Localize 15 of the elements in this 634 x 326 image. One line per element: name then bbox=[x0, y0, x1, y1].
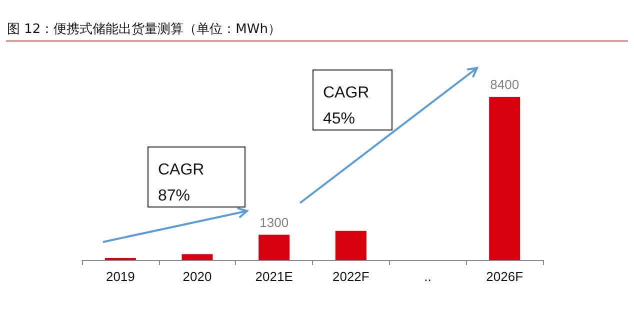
bar bbox=[258, 234, 290, 260]
chart-title: 图 12：便携式储能出货量测算（单位：MWh） bbox=[7, 22, 281, 37]
annotation: CAGR 45% bbox=[323, 84, 370, 128]
data-label: 1300 bbox=[260, 214, 289, 230]
x-tick-label: .. bbox=[424, 269, 432, 284]
x-tick-label: 2019 bbox=[106, 269, 135, 284]
x-tick-label: 2021E bbox=[255, 269, 294, 284]
x-tick-label: 2020 bbox=[182, 269, 212, 284]
bar bbox=[489, 97, 520, 260]
bar bbox=[182, 254, 213, 260]
x-tick-label: 2022F bbox=[332, 269, 370, 284]
x-tick-label: 2026F bbox=[486, 269, 524, 284]
bar bbox=[335, 230, 366, 260]
annotation: CAGR 87% bbox=[158, 162, 204, 204]
data-label: 8400 bbox=[490, 77, 520, 92]
